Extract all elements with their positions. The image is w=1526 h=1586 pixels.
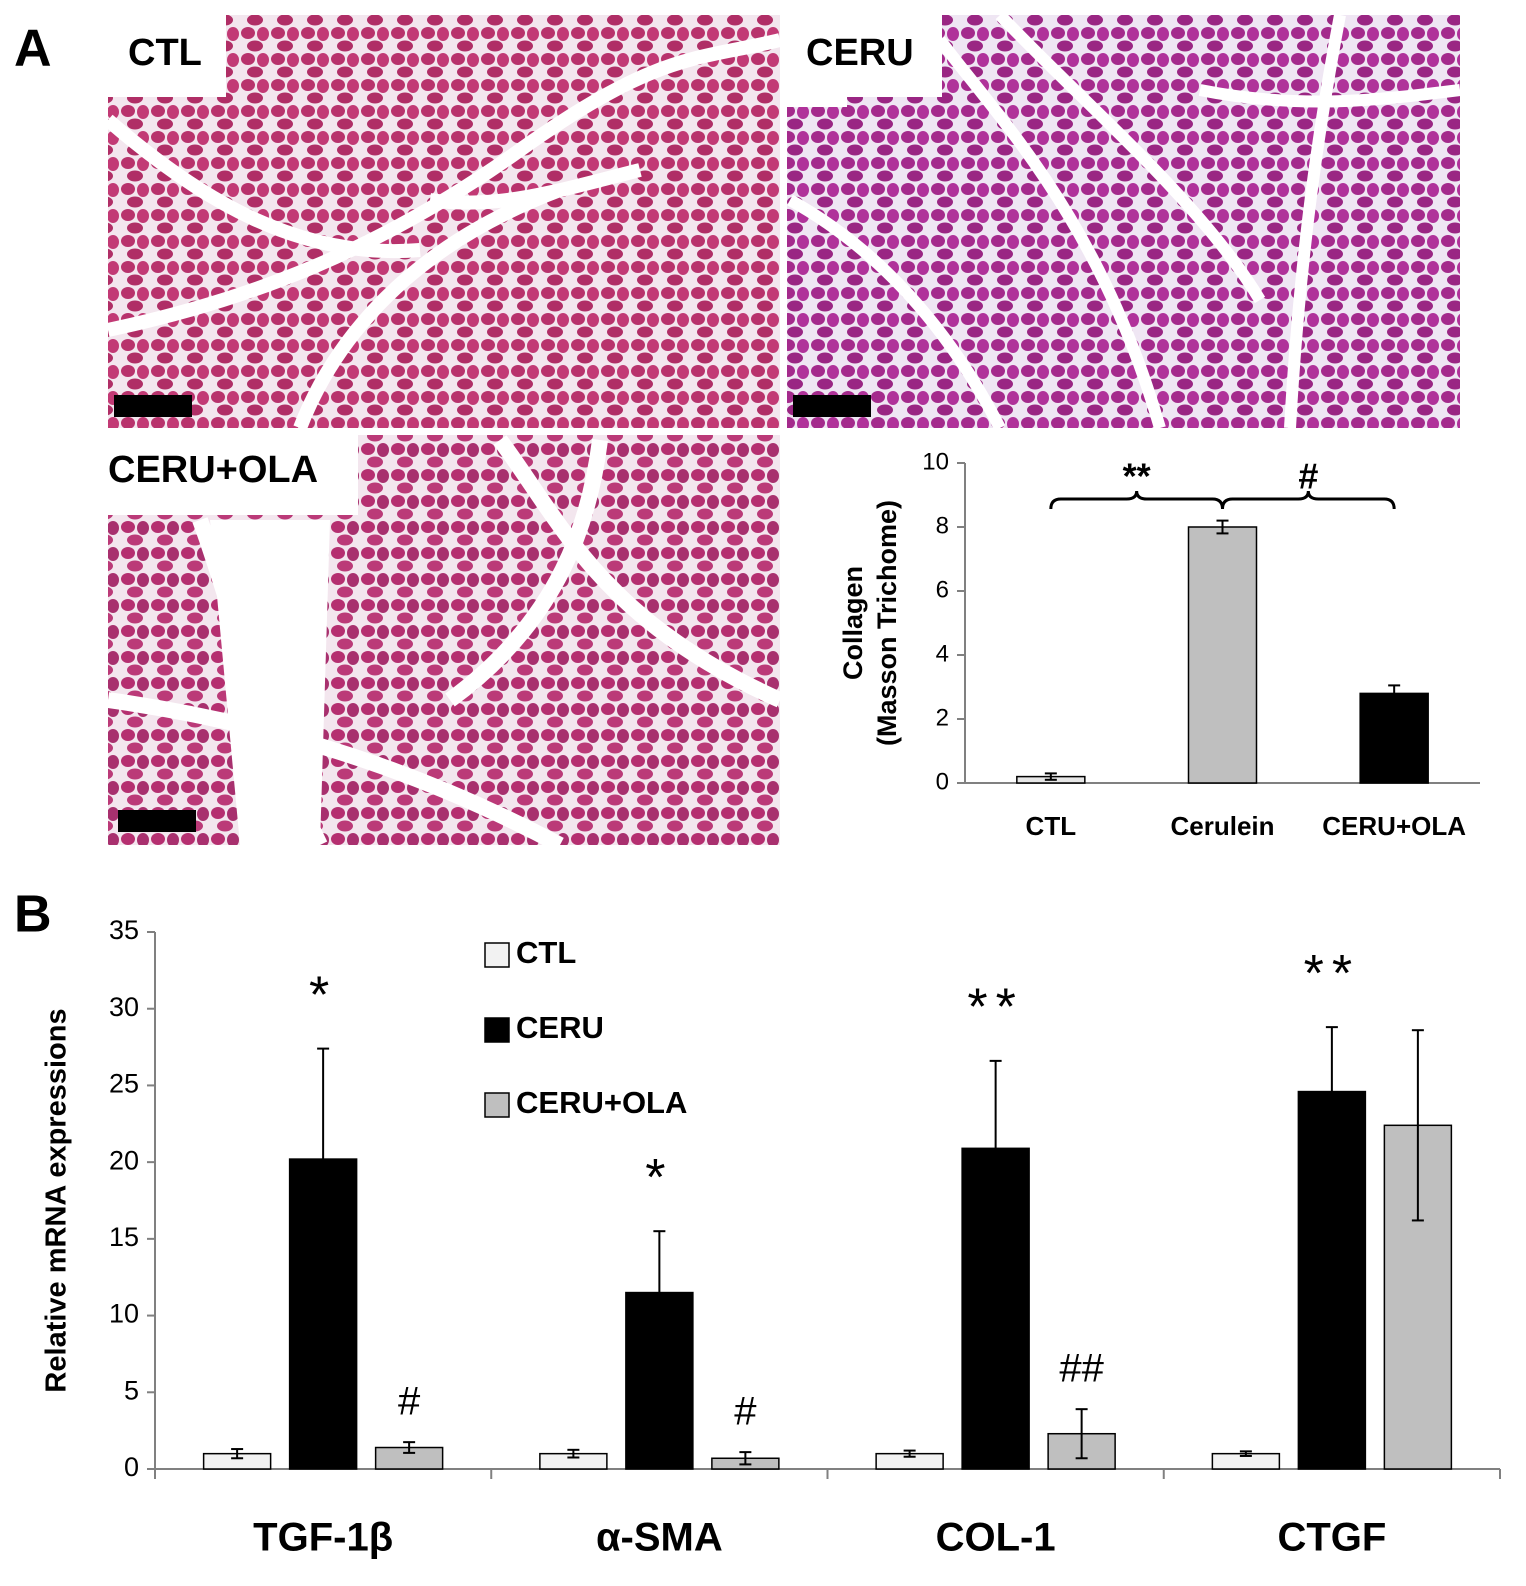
significance-label: # (1298, 456, 1318, 497)
y-axis-label: (Masson Trichome) (872, 500, 902, 746)
significance-label: # (734, 1390, 757, 1434)
y-axis-label: Collagen (838, 566, 868, 680)
x-tick-label: α-SMA (596, 1516, 723, 1560)
scale-bar (793, 395, 871, 417)
legend-swatch (484, 1017, 510, 1043)
scale-bar (118, 810, 196, 832)
legend-label: CTL (516, 935, 576, 970)
y-axis-label: Relative mRNA expressions (41, 1008, 73, 1392)
significance-bracket (1049, 490, 1224, 510)
x-tick-label: CTL (1026, 811, 1077, 841)
y-tick-label: 5 (124, 1375, 139, 1405)
legend-swatch (484, 942, 510, 968)
significance-label: ## (1059, 1347, 1104, 1391)
y-tick-label: 0 (124, 1452, 139, 1482)
y-tick-label: 35 (109, 915, 139, 945)
significance-label: * (309, 966, 337, 1024)
bar (1187, 526, 1258, 784)
legend-label: CERU+OLA (516, 1085, 687, 1120)
y-tick-label: 6 (936, 576, 949, 603)
significance-label: * (645, 1149, 673, 1207)
y-tick-label: 20 (109, 1145, 139, 1175)
scale-bar (114, 395, 192, 417)
x-tick-label: COL-1 (936, 1516, 1056, 1560)
y-tick-label: 4 (936, 640, 949, 667)
significance-label: ** (1304, 945, 1360, 1003)
y-tick-label: 10 (922, 448, 949, 475)
x-tick-label: CERU+OLA (1322, 811, 1466, 841)
panel-label: B (14, 886, 52, 944)
legend-label: CERU (516, 1010, 604, 1045)
histology-images (103, 10, 1461, 853)
image-label: CTL (128, 32, 202, 74)
x-tick-label: TGF-1β (253, 1516, 393, 1560)
y-tick-label: 10 (109, 1299, 139, 1329)
significance-label: # (398, 1380, 421, 1424)
y-tick-label: 30 (109, 992, 139, 1022)
image-label: CERU+OLA (108, 449, 318, 491)
significance-label: ** (1123, 456, 1151, 497)
significance-label: ** (967, 979, 1023, 1037)
y-tick-label: 15 (109, 1222, 139, 1252)
legend-swatch (484, 1092, 510, 1118)
bar (1359, 692, 1429, 784)
panel-label: A (14, 20, 52, 78)
y-tick-label: 2 (936, 704, 949, 731)
x-tick-label: Cerulein (1170, 811, 1274, 841)
x-tick-label: CTGF (1277, 1516, 1386, 1560)
y-tick-label: 8 (936, 512, 949, 539)
significance-bracket (1221, 490, 1396, 510)
y-tick-label: 25 (109, 1069, 139, 1099)
y-tick-label: 0 (936, 768, 949, 795)
image-label: CERU (806, 32, 914, 74)
